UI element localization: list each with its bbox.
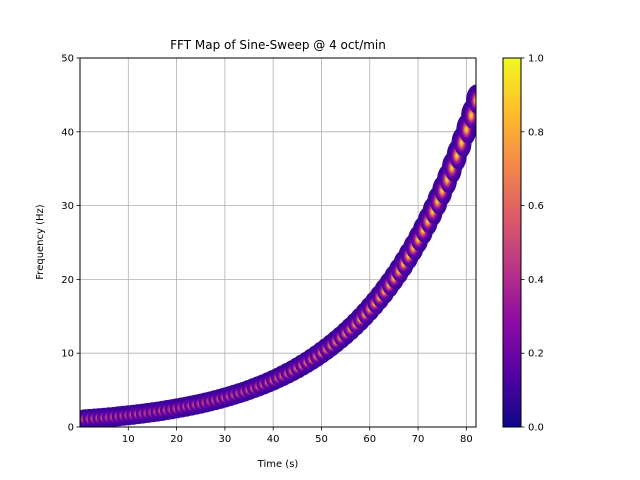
colorbar: [502, 57, 522, 428]
x-tick-label: 20: [170, 434, 183, 445]
axes-frame: [79, 57, 477, 428]
colorbar-ticks: 0.0 0.2 0.4 0.6 0.8 1.0: [521, 54, 544, 434]
x-axis-label: Time (s): [257, 459, 299, 470]
y-tick-label: 40: [61, 127, 74, 138]
colorbar-tick-label: 0.6: [528, 201, 544, 212]
x-tick-label: 30: [219, 434, 232, 445]
y-tick-label: 0: [68, 423, 74, 434]
x-tick-label: 40: [267, 434, 280, 445]
colorbar-tick-label: 1.0: [528, 54, 544, 65]
y-tick-label: 50: [61, 54, 74, 65]
sweep-core-point: [469, 87, 476, 114]
x-tick-label: 80: [460, 434, 473, 445]
x-tick-label: 50: [315, 434, 328, 445]
colorbar-tick-label: 0.4: [528, 275, 544, 286]
data-layer: [80, 84, 476, 427]
x-tick-label: 70: [412, 434, 425, 445]
colorbar-tick-label: 0.2: [528, 349, 544, 360]
x-axis-ticks: 10 20 30 40 50 60 70 80: [122, 427, 473, 445]
x-tick-label: 10: [122, 434, 135, 445]
colorbar-tick-label: 0.8: [528, 127, 544, 138]
chart-title: FFT Map of Sine-Sweep @ 4 oct/min: [170, 38, 386, 52]
y-tick-label: 20: [61, 275, 74, 286]
y-tick-label: 30: [61, 201, 74, 212]
y-axis-ticks: 0 10 20 30 40 50: [61, 54, 80, 434]
y-tick-label: 10: [61, 349, 74, 360]
colorbar-tick-label: 0.0: [528, 423, 544, 434]
x-tick-label: 60: [363, 434, 376, 445]
y-axis-label: Frequency (Hz): [35, 204, 46, 280]
